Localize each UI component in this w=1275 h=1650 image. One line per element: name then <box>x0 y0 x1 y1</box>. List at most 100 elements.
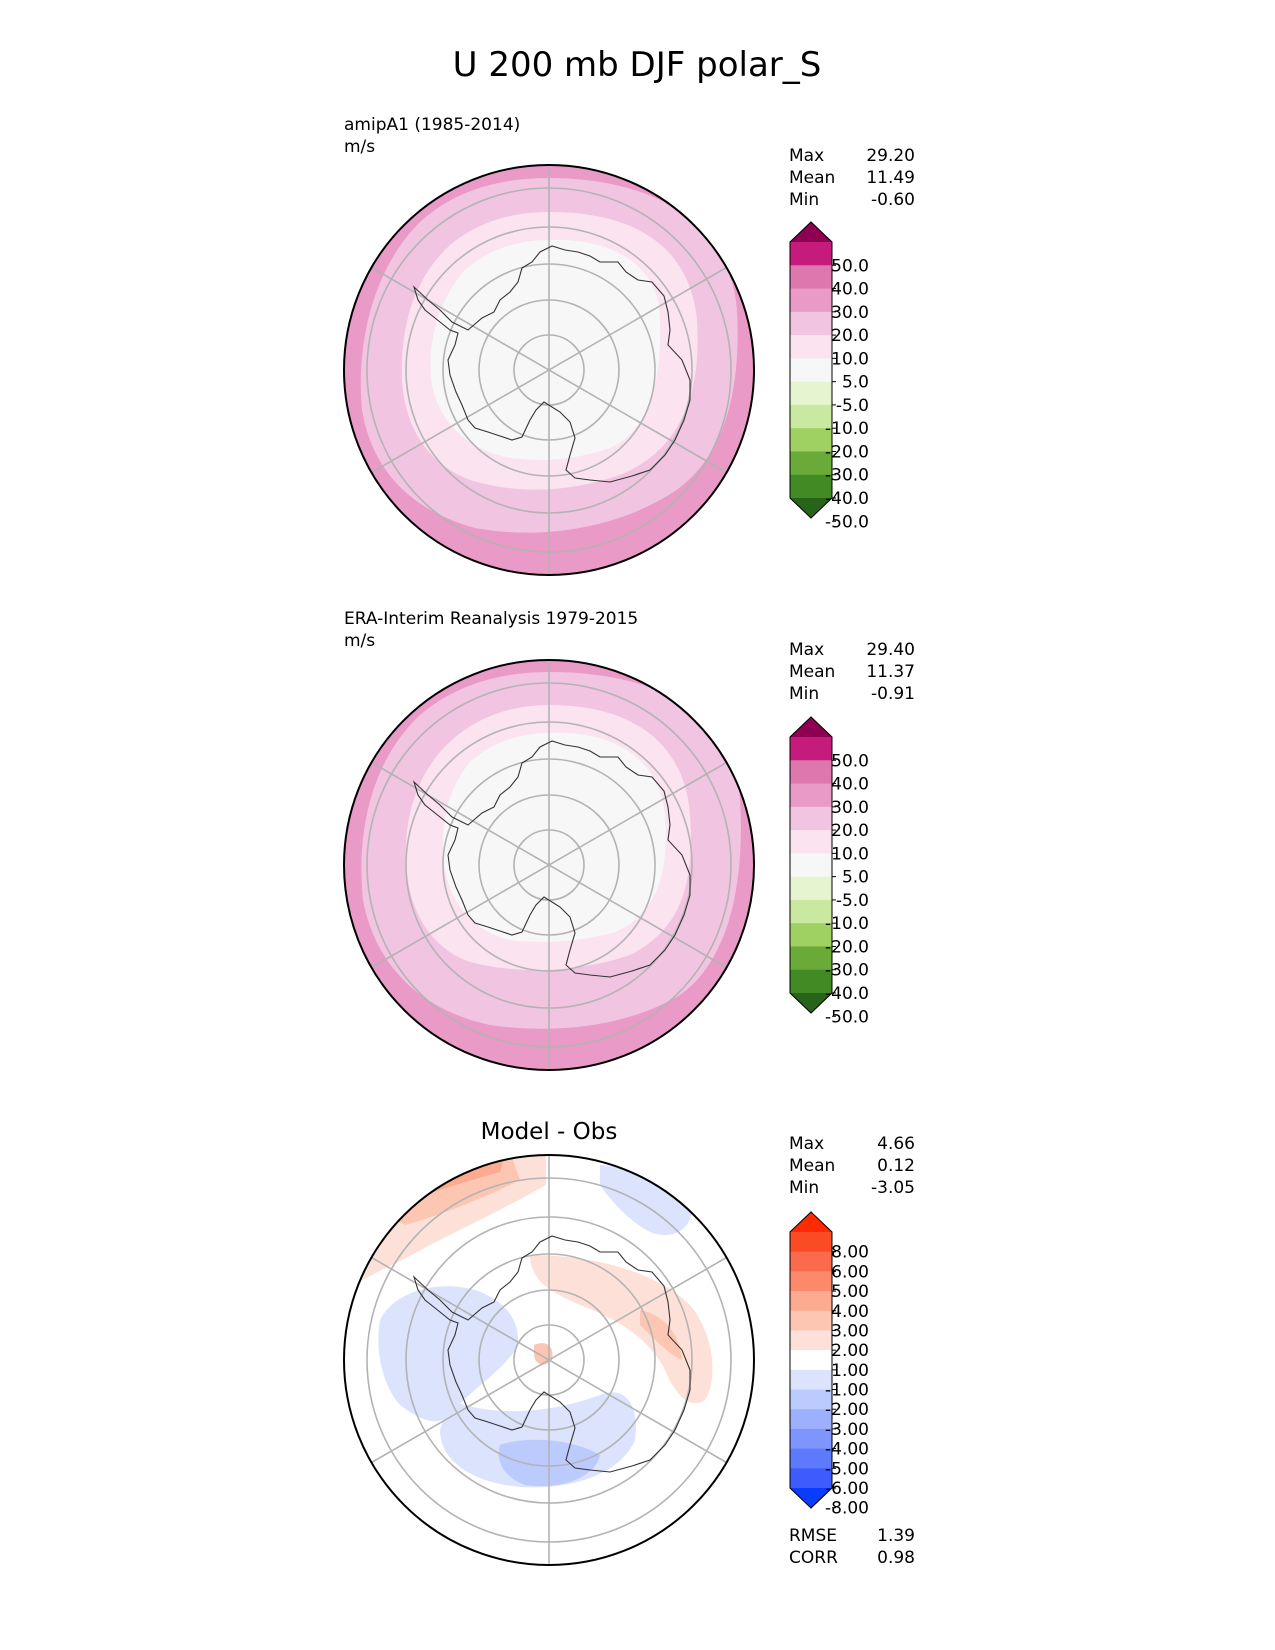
stat-label: Mean <box>789 1156 835 1176</box>
colorbar-segment <box>790 1232 832 1253</box>
colorbar-segment <box>790 806 832 831</box>
colorbar-segment <box>790 1409 832 1430</box>
colorbar-tick-label: 50.0 <box>831 256 869 276</box>
stat-value: -0.91 <box>871 684 915 704</box>
colorbar-extend-max <box>790 717 832 737</box>
colorbar-segment <box>790 830 832 854</box>
colorbar-tick-label: 4.00 <box>831 1302 869 1322</box>
colorbar-tick-label: 5.0 <box>842 868 869 888</box>
panel-diff-field <box>344 1155 754 1565</box>
stat-value: -3.05 <box>871 1178 915 1198</box>
colorbar-segment <box>790 737 832 761</box>
panel-diff-colorbar: 8.006.005.004.003.002.001.00-1.00-2.00-3… <box>789 1211 869 1519</box>
colorbar-segment <box>790 265 832 290</box>
colorbar-extend-max <box>790 1212 832 1232</box>
colorbar-tick-label: -50.0 <box>825 1007 869 1027</box>
colorbar-tick-label: 30.0 <box>831 303 869 323</box>
band-near-zero <box>442 732 666 942</box>
colorbar-tick-label: -8.00 <box>825 1499 869 1519</box>
colorbar-tick-label: -1.00 <box>825 1381 869 1401</box>
stat-value: 0.12 <box>877 1156 915 1176</box>
colorbar-tick-label: 20.0 <box>831 821 869 841</box>
colorbar-segment <box>790 1369 832 1391</box>
colorbar-segment <box>790 404 832 429</box>
colorbar-segment <box>790 1350 832 1371</box>
colorbar-segment <box>790 358 832 383</box>
colorbar-segment <box>790 876 832 901</box>
colorbar-tick-label: 40.0 <box>831 775 869 795</box>
panel-obs-coastline <box>412 740 691 978</box>
panel-model-subtitle: amipA1 (1985-2014) <box>344 115 520 135</box>
colorbar-extend-max <box>790 222 832 242</box>
colorbar-segment <box>790 1389 832 1410</box>
panel-diff-grid <box>366 1155 732 1565</box>
colorbar-tick-label: -6.00 <box>825 1479 869 1499</box>
stat-value: 29.40 <box>866 640 915 660</box>
colorbar-segment <box>790 1330 832 1351</box>
colorbar-segment <box>790 899 832 924</box>
panel-diff-title: Model - Obs <box>481 1119 618 1145</box>
colorbar-tick-label: -10.0 <box>825 914 869 934</box>
colorbar-tick-label: 20.0 <box>831 326 869 346</box>
stat-value: 11.49 <box>866 168 915 188</box>
colorbar-tick-label: 40.0 <box>831 280 869 300</box>
colorbar-tick-label: 50.0 <box>831 751 869 771</box>
panel-model-units: m/s <box>344 137 375 157</box>
colorbar-tick-label: -20.0 <box>825 937 869 957</box>
colorbar-tick-label: 8.00 <box>831 1243 869 1263</box>
colorbar-tick-label: -40.0 <box>825 984 869 1004</box>
colorbar-tick-label: -20.0 <box>825 442 869 462</box>
stat-label: Min <box>789 1178 819 1198</box>
stat-value: 29.20 <box>866 146 915 166</box>
colorbar-segment <box>790 783 832 808</box>
colorbar-segment <box>790 1291 832 1312</box>
colorbar-tick-label: 30.0 <box>831 798 869 818</box>
colorbar-segment <box>790 242 832 266</box>
colorbar-tick-label: -10.0 <box>825 419 869 439</box>
panel-diff-metrics: RMSE 1.39 CORR 0.98 <box>789 1526 915 1568</box>
colorbar-extend-min <box>790 993 832 1013</box>
colorbar-tick-label: -50.0 <box>825 512 869 532</box>
stat-label: Mean <box>789 168 835 188</box>
colorbar-segment <box>790 288 832 313</box>
figure-title: U 200 mb DJF polar_S <box>453 45 822 85</box>
colorbar-tick-label: -4.00 <box>825 1440 869 1460</box>
colorbar-tick-label: -5.0 <box>836 891 869 911</box>
colorbar-tick-label: 3.00 <box>831 1321 869 1341</box>
stat-value: 11.37 <box>866 662 915 682</box>
colorbar-tick-label: -2.00 <box>825 1400 869 1420</box>
colorbar-tick-label: -3.00 <box>825 1420 869 1440</box>
panel-model-field <box>344 165 754 575</box>
stat-label: Min <box>789 684 819 704</box>
panel-obs-stats: Max 29.40 Mean 11.37 Min -0.91 <box>789 640 915 704</box>
colorbar-tick-label: -40.0 <box>825 489 869 509</box>
stat-label: Max <box>789 640 824 660</box>
colorbar-tick-label: 5.00 <box>831 1282 869 1302</box>
colorbar-segment <box>790 946 832 971</box>
panel-obs-subtitle: ERA-Interim Reanalysis 1979-2015 <box>344 609 638 629</box>
panel-model-stats: Max 29.20 Mean 11.49 Min -0.60 <box>789 146 915 210</box>
colorbar-segment <box>790 381 832 406</box>
panel-diff-stats: Max 4.66 Mean 0.12 Min -3.05 <box>789 1134 915 1198</box>
colorbar-tick-label: 2.00 <box>831 1341 869 1361</box>
metric-label: RMSE <box>789 1526 837 1546</box>
panel-model-boundary <box>343 164 755 576</box>
stat-label: Min <box>789 190 819 210</box>
colorbar-segment <box>790 1428 832 1450</box>
band-near-zero <box>430 239 661 460</box>
colorbar-segment <box>790 760 832 785</box>
positive-anomaly-region <box>640 1310 682 1360</box>
stat-value: 4.66 <box>877 1134 915 1154</box>
colorbar-segment <box>790 853 832 878</box>
panel-diff-boundary <box>343 1154 755 1566</box>
colorbar-extend-min <box>790 1488 832 1508</box>
colorbar-segment <box>790 311 832 336</box>
colorbar-segment <box>790 1468 832 1489</box>
metric-value: 1.39 <box>877 1526 915 1546</box>
colorbar-tick-label: 5.0 <box>842 373 869 393</box>
panel-obs: ERA-Interim Reanalysis 1979-2015 m/s Max <box>343 609 915 1071</box>
colorbar-tick-label: 1.00 <box>831 1361 869 1381</box>
colorbar-segment <box>790 969 832 994</box>
panel-obs-units: m/s <box>344 631 375 651</box>
